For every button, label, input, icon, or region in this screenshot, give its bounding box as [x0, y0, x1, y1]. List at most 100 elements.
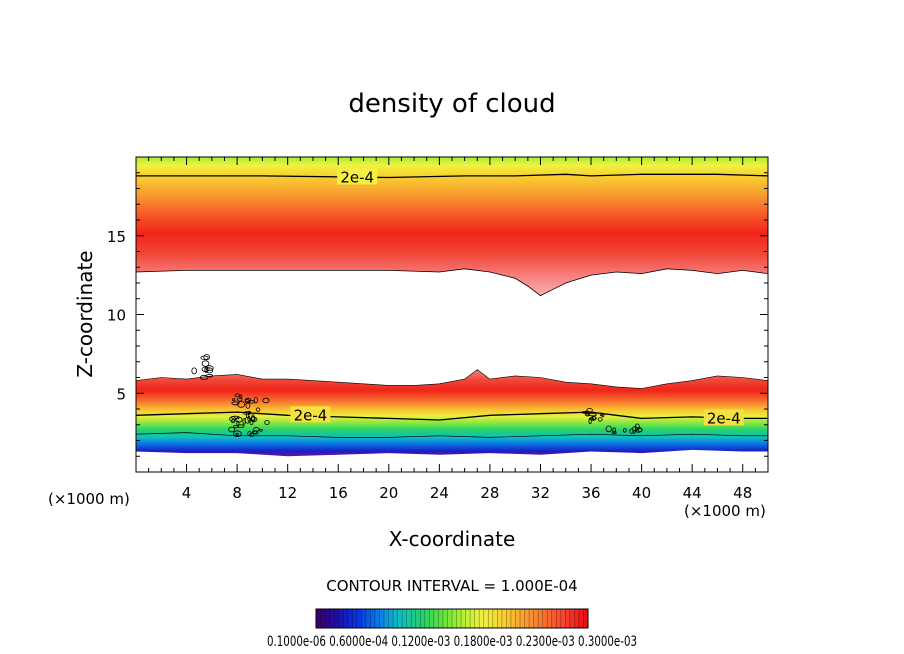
colorbar-swatch	[538, 609, 543, 628]
x-tick-label: 32	[531, 484, 550, 502]
contour-blob	[245, 402, 251, 409]
contour-blob	[247, 431, 252, 437]
colorbar-swatch	[565, 609, 571, 628]
upper-cloud-layer	[136, 157, 768, 296]
contour-blob	[239, 394, 243, 399]
contour-blob	[191, 367, 198, 375]
x-tick-label: 12	[278, 484, 297, 502]
contour-label: 2e-4	[340, 168, 374, 186]
x-tick-label: 40	[632, 484, 651, 502]
contour-line-upper-edge	[136, 268, 768, 297]
y-tick-label: 10	[107, 307, 126, 325]
colorbar-swatch	[438, 609, 444, 628]
x-tick-label: 36	[581, 484, 600, 502]
colorbar-swatch	[492, 609, 498, 628]
colorbar-swatch	[529, 609, 534, 628]
colorbar-swatch	[415, 609, 421, 628]
colorbar-swatch	[447, 609, 453, 628]
colorbar-swatch	[338, 609, 344, 628]
colorbar-swatch	[406, 609, 412, 628]
contour-blob	[601, 412, 605, 418]
colorbar-swatch	[479, 609, 485, 628]
contour-blob	[591, 416, 597, 421]
x-tick-label: 48	[733, 484, 752, 502]
x-axis-ticks: 4 8 12 16 20 24 28 32 36 40 44 48	[148, 157, 756, 502]
colorbar-swatch	[569, 609, 575, 628]
contour-line-top	[136, 173, 768, 179]
contour-blob	[243, 411, 251, 416]
colorbar-swatch	[465, 609, 471, 628]
x-tick-label: 16	[329, 484, 348, 502]
colorbar-swatch	[483, 609, 489, 628]
contour-blob	[231, 419, 236, 424]
contour-blob	[637, 427, 643, 433]
x-axis-label: X-coordinate	[389, 527, 516, 551]
colorbar-swatch	[506, 609, 512, 628]
colorbar-swatch	[347, 609, 353, 628]
colorbar-swatch	[384, 609, 389, 628]
contour-blob	[605, 425, 612, 433]
colorbar-swatch	[356, 609, 362, 628]
contour-blob	[255, 407, 261, 412]
colorbar-swatch	[452, 609, 457, 628]
contour-blob	[599, 412, 604, 417]
colorbar-swatch	[488, 609, 494, 628]
x-tick-label: 4	[182, 484, 192, 502]
contour-label-bg	[337, 168, 378, 185]
contour-blob	[249, 432, 255, 437]
contour-blob	[582, 410, 591, 414]
contour-label-bg	[703, 409, 744, 426]
colorbar-swatch	[515, 609, 521, 628]
y-unit-label: (×1000 m)	[48, 490, 130, 508]
colorbar-labels: 0.1000e-06 0.6000e-04 0.1200e-03 0.1800e…	[267, 634, 637, 650]
x-tick-label: 28	[480, 484, 499, 502]
colorbar-swatch	[379, 609, 385, 628]
contour-line-lower-2e4	[136, 411, 768, 421]
contour-blob	[262, 397, 270, 404]
contour-blob	[206, 374, 213, 378]
contour-blob	[588, 417, 595, 421]
x-tick-label: 20	[379, 484, 398, 502]
contour-label-bg	[290, 406, 331, 423]
colorbar-swatch	[411, 609, 417, 628]
colorbar-swatch	[583, 609, 589, 628]
colorbar-swatch	[474, 609, 480, 628]
colorbar-swatch	[365, 609, 371, 628]
y-axis-label: Z-coordinate	[73, 250, 97, 377]
x-tick-label: 24	[430, 484, 449, 502]
y-tick-label: 5	[116, 385, 126, 403]
colorbar-swatch	[547, 609, 553, 628]
colorbar-swatch	[320, 609, 326, 628]
chart-title: density of cloud	[348, 89, 555, 119]
contour-line-lower-edge	[136, 369, 768, 389]
contour-blob	[232, 398, 236, 402]
colorbar-swatch	[442, 609, 448, 628]
colorbar-swatch	[456, 609, 462, 628]
colorbar-swatch	[520, 609, 525, 628]
colorbar-swatch	[461, 609, 466, 628]
colorbar-swatch	[361, 609, 367, 628]
colorbar-swatch	[316, 609, 321, 628]
colorbar-frame	[315, 608, 589, 629]
y-axis-ticks: 5 10 15	[107, 172, 768, 457]
contour-blob	[251, 430, 258, 434]
contour-blob	[237, 424, 245, 428]
contour-label: 2e-4	[294, 406, 328, 424]
contour-blob	[588, 412, 597, 417]
contour-blob	[597, 417, 603, 422]
contour-blob	[247, 400, 256, 404]
contour-blob	[236, 420, 240, 426]
x-tick-label: 8	[232, 484, 242, 502]
contour-blob	[235, 432, 239, 436]
x-tick-label: 44	[683, 484, 702, 502]
colorbar-swatch	[551, 609, 557, 628]
contour-blob	[588, 418, 592, 425]
colorbar-swatch	[397, 609, 403, 628]
contour-blob	[251, 414, 255, 422]
contour-blob	[205, 367, 214, 374]
colorbar	[315, 609, 589, 628]
colorbar-swatch	[343, 609, 349, 628]
contour-blob	[203, 354, 211, 361]
colorbar-swatch	[574, 609, 580, 628]
